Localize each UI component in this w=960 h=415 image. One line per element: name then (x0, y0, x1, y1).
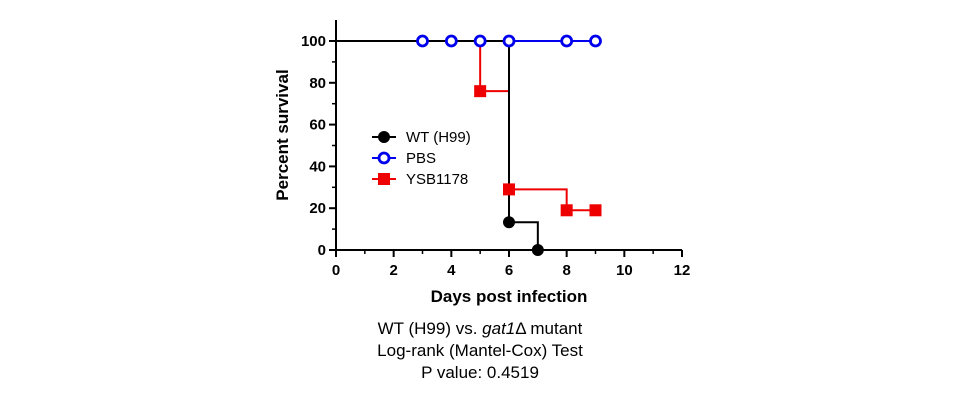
y-axis-title: Percent survival (273, 69, 292, 200)
x-axis-title: Days post infection (431, 287, 588, 306)
data-point-pbs (560, 34, 574, 48)
y-tick-label: 20 (309, 200, 326, 217)
data-point-ysb1178 (589, 204, 602, 217)
caption: WT (H99) vs. gat1Δ mutant Log-rank (Mant… (0, 318, 960, 384)
y-tick-label: 0 (318, 242, 326, 259)
caption-p-value: P value: 0.4519 (421, 363, 539, 382)
x-tick-label: 8 (562, 262, 570, 279)
y-tick-label: 80 (309, 75, 326, 92)
x-tick-label: 4 (447, 262, 456, 279)
y-tick-label: 40 (309, 158, 326, 175)
data-point-ysb1178 (503, 183, 515, 196)
caption-gene: gat1 (482, 319, 516, 338)
caption-test-name: Log-rank (Mantel-Cox) Test (377, 341, 583, 360)
legend-marker-pbs (377, 151, 391, 165)
data-point-pbs (473, 34, 487, 48)
legend-label-pbs: PBS (406, 150, 436, 167)
data-point-pbs (502, 34, 516, 48)
data-point-pbs (416, 34, 429, 48)
y-tick-label: 100 (301, 33, 326, 50)
survival-chart: 0 2 4 6 8 10 12 0 20 40 60 80 100 Days post infectio… (273, 20, 690, 306)
legend-label-wt-h99: WT (H99) (406, 129, 471, 146)
data-point-pbs (589, 34, 602, 48)
data-point-ysb1178 (474, 85, 487, 98)
caption-comparison: WT (H99) vs. (377, 319, 483, 338)
axes: 0 2 4 6 8 10 12 0 20 40 60 80 100 (301, 20, 690, 279)
caption-mutant: Δ mutant (515, 319, 583, 338)
series-markers (416, 34, 602, 256)
y-tick-label: 60 (309, 117, 326, 134)
data-point-wt-h99 (503, 216, 515, 229)
caption-line-1: WT (H99) vs. gat1Δ mutant (0, 318, 960, 340)
x-tick-label: 2 (389, 262, 397, 279)
legend-marker-wt-h99 (378, 131, 390, 143)
legend: WT (H99) PBS YSB1178 (372, 129, 471, 188)
x-tick-label: 6 (505, 262, 513, 279)
x-tick-label: 10 (616, 262, 633, 279)
x-tick-label: 0 (332, 262, 340, 279)
data-point-pbs (444, 34, 458, 48)
x-tick-label: 12 (674, 262, 691, 279)
legend-label-ysb1178: YSB1178 (406, 171, 468, 188)
data-point-ysb1178 (560, 204, 573, 217)
legend-marker-ysb1178 (378, 173, 390, 185)
